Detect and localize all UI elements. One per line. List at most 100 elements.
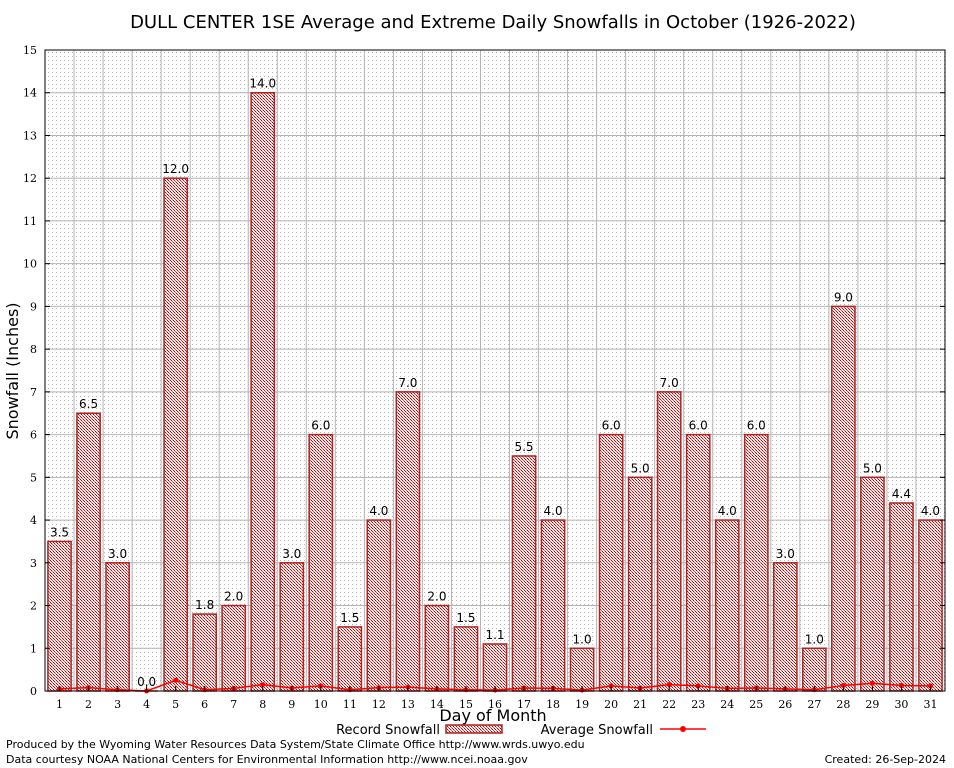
bar-day-25 [743,433,769,692]
x-tick-label: 19 [575,698,589,711]
y-tick-label: 5 [30,471,37,484]
x-tick-label: 13 [401,698,415,711]
legend: Record Snowfall Average Snowfall [336,723,706,738]
bar-day-15 [453,626,479,692]
bar-day-5 [163,177,189,692]
bar-day-10 [308,433,334,692]
data-label: 9.0 [834,290,853,304]
x-tick-label: 12 [372,698,386,711]
bar-day-21 [627,476,653,692]
x-tick-label: 24 [720,698,734,711]
x-tick-label: 17 [517,698,531,711]
y-tick-label: 13 [23,129,37,142]
x-tick-label: 31 [923,698,937,711]
legend-record-swatch [445,724,503,734]
data-label: 1.5 [340,611,359,625]
x-tick-label: 26 [778,698,792,711]
data-label: 5.0 [631,461,650,475]
x-tick-label: 28 [836,698,850,711]
bar-day-18 [540,519,566,692]
bar-day-24 [714,519,740,692]
average-point [898,682,904,688]
chart-title: DULL CENTER 1SE Average and Extreme Dail… [130,12,856,33]
data-label: 5.5 [514,440,533,454]
x-tick-label: 11 [343,698,357,711]
data-label: 3.0 [282,547,301,561]
y-tick-label: 8 [30,343,37,356]
legend-average-marker [680,726,686,732]
y-tick-label: 11 [23,215,37,228]
data-label: 4.0 [544,504,563,518]
x-tick-label: 18 [546,698,560,711]
x-tick-label: 4 [143,698,150,711]
average-point [666,682,672,688]
x-tick-label: 25 [749,698,763,711]
data-label: 6.0 [311,419,330,433]
y-tick-label: 7 [30,386,37,399]
average-point [927,683,933,689]
data-label: 7.0 [660,376,679,390]
bar-day-14 [424,604,450,692]
y-tick-label: 0 [30,685,37,698]
data-label: 4.0 [369,504,388,518]
bar-day-16 [482,643,508,692]
average-point [840,682,846,688]
bar-day-9 [279,562,305,692]
average-point [695,683,701,689]
x-tick-label: 29 [865,698,879,711]
legend-average-label: Average Snowfall [541,723,653,738]
data-label: 6.0 [602,419,621,433]
x-tick-label: 16 [488,698,502,711]
bar-day-19 [569,647,595,692]
average-point [260,682,266,688]
x-tick-label: 23 [691,698,705,711]
bar-day-2 [76,412,101,692]
footer-data-courtesy: Data courtesy NOAA National Centers for … [6,753,528,766]
y-tick-label: 4 [30,514,37,527]
bar-day-7 [221,604,247,692]
data-label: 3.0 [108,547,127,561]
bar-day-8 [250,91,276,692]
y-tick-label: 6 [30,429,37,442]
data-label: 6.0 [689,419,708,433]
bar-day-1 [47,540,72,692]
bar-day-12 [366,519,392,692]
data-label: 3.5 [50,525,69,539]
x-tick-label: 30 [894,698,908,711]
data-label: 4.4 [892,487,911,501]
y-axis-label: Snowfall (Inches) [3,302,22,439]
data-label: 12.0 [162,162,189,176]
footer-produced-by: Produced by the Wyoming Water Resources … [6,738,585,751]
data-label: 1.5 [456,611,475,625]
data-label: 2.0 [427,590,446,604]
bar-day-28 [831,305,856,692]
average-point [869,680,875,686]
y-tick-label: 1 [30,642,37,655]
x-tick-label: 9 [288,698,295,711]
y-tick-label: 10 [23,258,37,271]
x-tick-label: 7 [230,698,237,711]
data-label: 2.0 [224,590,243,604]
x-tick-label: 21 [633,698,647,711]
bar-day-31 [918,519,943,692]
data-label: 4.0 [921,504,940,518]
bar-day-30 [889,502,914,692]
data-label: 0.0 [137,675,156,689]
data-label: 6.0 [747,419,766,433]
x-axis-label: Day of Month [439,706,546,725]
x-tick-label: 6 [201,698,208,711]
x-tick-label: 3 [114,698,121,711]
y-tick-label: 15 [23,44,37,57]
legend-record-label: Record Snowfall [336,723,440,738]
data-label: 1.1 [485,628,504,642]
x-tick-label: 5 [172,698,179,711]
y-tick-label: 2 [30,600,37,613]
data-label: 1.8 [195,598,214,612]
bar-day-20 [598,433,624,692]
bar-day-26 [772,562,798,692]
data-label: 1.0 [573,632,592,646]
x-tick-label: 15 [459,698,473,711]
x-tick-label: 20 [604,698,618,711]
data-label: 5.0 [863,461,882,475]
